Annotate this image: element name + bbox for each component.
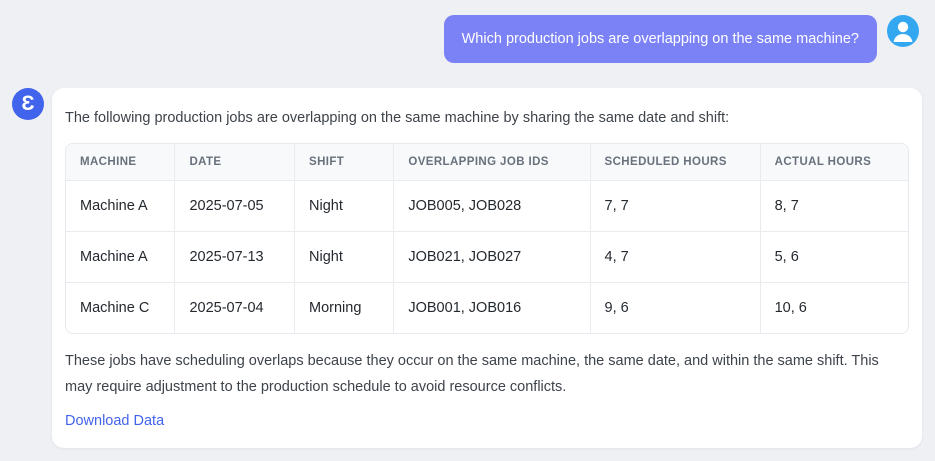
cell-actual-hours: 10, 6 bbox=[774, 300, 807, 316]
user-message-row: Which production jobs are overlapping on… bbox=[0, 0, 935, 63]
cell-machine: Machine A bbox=[66, 181, 176, 232]
answer-outro-text: These jobs have scheduling overlaps beca… bbox=[65, 353, 879, 395]
assistant-logo-icon: Ɛ bbox=[21, 91, 35, 115]
user-avatar bbox=[887, 15, 919, 47]
assistant-message-row: Ɛ The following production jobs are over… bbox=[0, 88, 935, 448]
col-header-overlapping-job-ids: OVERLAPPING JOB IDS bbox=[394, 144, 591, 181]
col-header-date: DATE bbox=[175, 144, 296, 181]
answer-intro-text: The following production jobs are overla… bbox=[65, 110, 730, 126]
cell-date: 2025-07-13 bbox=[175, 232, 296, 283]
cell-machine: Machine C bbox=[66, 283, 176, 333]
table-row: Machine A 2025-07-13 Night JOB021, JOB02… bbox=[66, 232, 908, 283]
download-data-link[interactable]: Download Data bbox=[65, 413, 165, 429]
cell-scheduled-hours: 4, 7 bbox=[590, 232, 761, 283]
col-header-actual-hours: ACTUAL HOURS bbox=[760, 144, 908, 181]
table-header-row: MACHINE DATE SHIFT OVERLAPPING JOB IDS S… bbox=[66, 144, 908, 181]
assistant-avatar: Ɛ bbox=[12, 88, 44, 120]
table-row: Machine A 2025-07-05 Night JOB005, JOB02… bbox=[66, 181, 908, 232]
cell-shift: Night bbox=[295, 232, 395, 283]
cell-scheduled-hours: 9, 6 bbox=[591, 283, 761, 333]
table-row: Machine C 2025-07-04 Morning JOB001, JOB… bbox=[66, 283, 908, 333]
user-message-bubble: Which production jobs are overlapping on… bbox=[443, 15, 877, 63]
cell-date: 2025-07-04 bbox=[175, 283, 296, 333]
cell-shift: Morning bbox=[295, 283, 395, 333]
cell-date: 2025-07-05 bbox=[175, 181, 296, 232]
overlapping-jobs-table: MACHINE DATE SHIFT OVERLAPPING JOB IDS S… bbox=[65, 143, 909, 334]
col-header-scheduled-hours: SCHEDULED HOURS bbox=[590, 144, 761, 181]
cell-scheduled-hours: 7, 7 bbox=[590, 181, 761, 232]
cell-shift: Night bbox=[295, 181, 395, 232]
col-header-shift: SHIFT bbox=[295, 144, 395, 181]
person-icon bbox=[887, 15, 919, 47]
col-header-machine: MACHINE bbox=[66, 144, 176, 181]
cell-overlapping-job-ids: JOB001, JOB016 bbox=[394, 283, 591, 333]
cell-overlapping-job-ids: JOB021, JOB027 bbox=[394, 232, 591, 283]
cell-actual-hours: 8, 7 bbox=[760, 181, 908, 232]
cell-actual-hours: 5, 6 bbox=[760, 232, 908, 283]
assistant-answer-card: The following production jobs are overla… bbox=[52, 88, 922, 448]
cell-overlapping-job-ids: JOB005, JOB028 bbox=[394, 181, 591, 232]
jobs-table-wrapper: MACHINE DATE SHIFT OVERLAPPING JOB IDS S… bbox=[65, 143, 909, 334]
cell-machine: Machine A bbox=[66, 232, 176, 283]
